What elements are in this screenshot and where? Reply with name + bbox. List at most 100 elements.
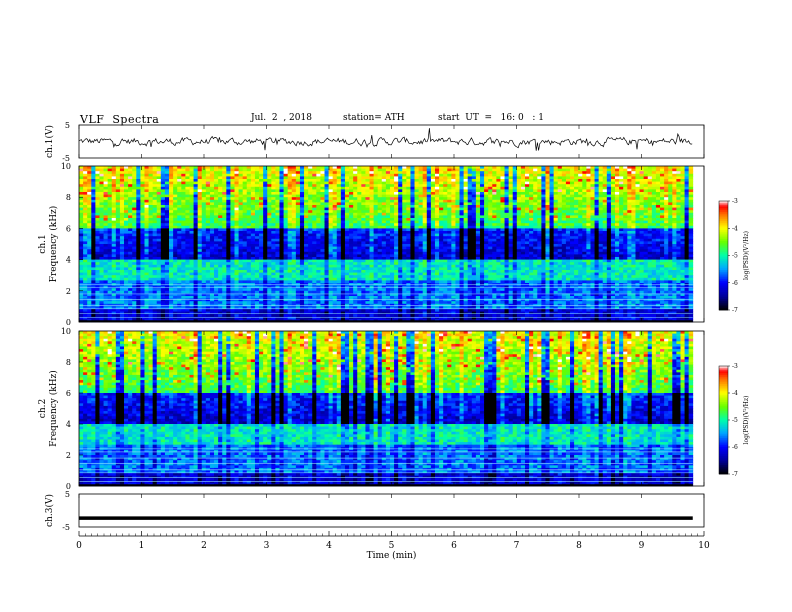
ch1-spectrogram-cell <box>619 238 624 242</box>
ch1-spectrogram-cell <box>164 184 170 188</box>
ch1-spectrogram-cell <box>492 210 497 214</box>
ch1-spectrogram-cell <box>95 246 100 250</box>
ch1-spectrogram-cell <box>537 205 542 208</box>
ch1-spectrogram-cell <box>119 194 125 198</box>
ch1-spectrogram-cell <box>553 181 559 185</box>
ch1-spectrogram-cell <box>500 184 505 188</box>
ch1-spectrogram-cell <box>299 205 305 208</box>
ch1-spectrogram-cell <box>332 168 338 172</box>
ch1-spectrogram-cell <box>312 225 317 229</box>
ch1-spectrogram-cell <box>467 236 473 240</box>
ch1-spectrogram-cell <box>267 218 272 221</box>
ch1-spectrogram-cell <box>238 171 244 175</box>
ch1-spectrogram-cell <box>394 189 399 193</box>
ch1-spectrogram-cell <box>164 212 170 216</box>
ch1-spectrogram-cell <box>410 220 415 224</box>
ch1-spectrogram-cell <box>169 236 174 240</box>
ch1-spectrogram-cell <box>173 189 178 193</box>
ch1-spectrogram-cell <box>389 215 395 219</box>
ch1-spectrogram-cell <box>357 186 362 190</box>
ch1-spectrogram-cell <box>664 171 669 175</box>
ch1-spectrogram-cell <box>169 173 174 177</box>
ch1-spectrogram-cell <box>664 173 669 177</box>
ch1-spectrogram-cell <box>643 244 649 247</box>
ch1-spectrogram-cell <box>169 197 174 201</box>
ch1-spectrogram-cell <box>254 223 260 227</box>
ch1-spectrogram-cell <box>410 210 415 214</box>
ch1-spectrogram-cell <box>381 197 387 201</box>
ch1-spectrogram-cell <box>500 192 505 195</box>
ch1-spectrogram-cell <box>324 186 329 190</box>
ch1-spectrogram-cell <box>349 249 354 253</box>
ch1-spectrogram-cell <box>635 186 640 190</box>
ch1-spectrogram-cell <box>254 215 260 219</box>
ch1-spectrogram-cell <box>684 184 690 188</box>
ch1-spectrogram-cell <box>349 238 354 242</box>
ch1-spectrogram-cell <box>631 233 636 237</box>
ch1-spectrogram-cell <box>148 179 154 182</box>
ch1-spectrogram-cell <box>406 210 411 214</box>
ch1-spectrogram-cell <box>434 223 440 227</box>
ch1-spectrogram-cell <box>598 192 604 195</box>
ch1-spectrogram-cell <box>340 210 346 214</box>
ch1-spectrogram-cell <box>132 189 137 193</box>
ch1-spectrogram-cell <box>91 181 96 185</box>
ch1-spectrogram-cell <box>684 225 690 229</box>
ch1-spectrogram-cell <box>173 207 178 211</box>
ch1-spectrogram-cell <box>230 225 235 229</box>
ch1-spectrogram-heatmap-cells <box>79 166 694 323</box>
ch1-spectrogram-cell <box>320 184 325 188</box>
ch1-spectrogram-cell <box>144 231 149 234</box>
ch1-spectrogram-cell <box>647 166 653 169</box>
ch1-spectrogram-cell <box>524 205 530 208</box>
ch1-spectrogram-cell <box>222 189 227 193</box>
ch1-spectrogram-cell <box>492 166 497 169</box>
ch1-spectrogram-cell <box>336 212 342 216</box>
ch1-spectrogram-cell <box>238 173 244 177</box>
ch1-spectrogram-cell <box>250 225 256 229</box>
ch1-spectrogram-cell <box>557 189 563 193</box>
ch1-spectrogram-cell <box>205 207 211 211</box>
ch1-spectrogram-cell <box>684 244 690 247</box>
ch1-spectrogram-cell <box>283 231 289 234</box>
ch1-spectrogram-cell <box>332 233 338 237</box>
ch1-spectrogram-cell <box>394 199 399 203</box>
ch1-spectrogram-cell <box>250 249 256 253</box>
ch1-spectrogram-cell <box>95 215 100 219</box>
ch1-spectrogram-cell <box>631 194 636 198</box>
ch1-spectrogram-cell <box>377 212 383 216</box>
ch1-spectrogram-cell <box>524 179 530 182</box>
ch1-spectrogram-cell <box>205 171 211 175</box>
ch1-spectrogram-cell <box>590 192 595 195</box>
ch1-spectrogram-cell <box>557 197 563 201</box>
ch1-spectrogram-cell <box>402 184 407 188</box>
ch1-spectrogram-cell <box>152 249 158 253</box>
ch1-spectrogram-cell <box>83 215 88 219</box>
ch1-spectrogram-cell <box>471 176 477 180</box>
ch1-spectrogram-cell <box>463 171 469 175</box>
ch1-spectrogram-cell <box>169 171 174 175</box>
ch1-spectrogram-cell <box>95 251 100 255</box>
ch1-spectrogram-cell <box>422 205 428 208</box>
ch1-spectrogram-cell <box>205 181 211 185</box>
ch1-spectrogram-cell <box>459 179 465 182</box>
ch1-spectrogram-cell <box>205 197 211 201</box>
ch1-spectrogram-cell <box>209 194 215 198</box>
ch1-spectrogram-cell <box>471 168 477 172</box>
ch1-spectrogram-cell <box>128 223 133 227</box>
ch1-spectrogram-cell <box>684 249 690 253</box>
ch1-spectrogram-cell <box>128 215 133 219</box>
ch1-spectrogram-cell <box>242 244 248 247</box>
ch1-spectrogram-cell <box>610 249 616 253</box>
ch1-spectrogram-cell <box>402 181 407 185</box>
ch1-spectrogram-cell <box>557 212 563 216</box>
ch1-spectrogram-cell <box>287 205 293 208</box>
ch1-spectrogram-cell <box>132 212 137 216</box>
ch1-spectrogram-cell <box>287 197 293 201</box>
ch1-spectrogram-cell <box>557 246 563 250</box>
ch1-spectrogram-cell <box>389 210 395 214</box>
ch1-spectrogram-cell <box>308 220 313 224</box>
ch1-spectrogram-cell <box>230 244 235 247</box>
ch1-spectrogram-cell <box>447 205 452 208</box>
ch1-spectrogram-cell <box>434 246 440 250</box>
